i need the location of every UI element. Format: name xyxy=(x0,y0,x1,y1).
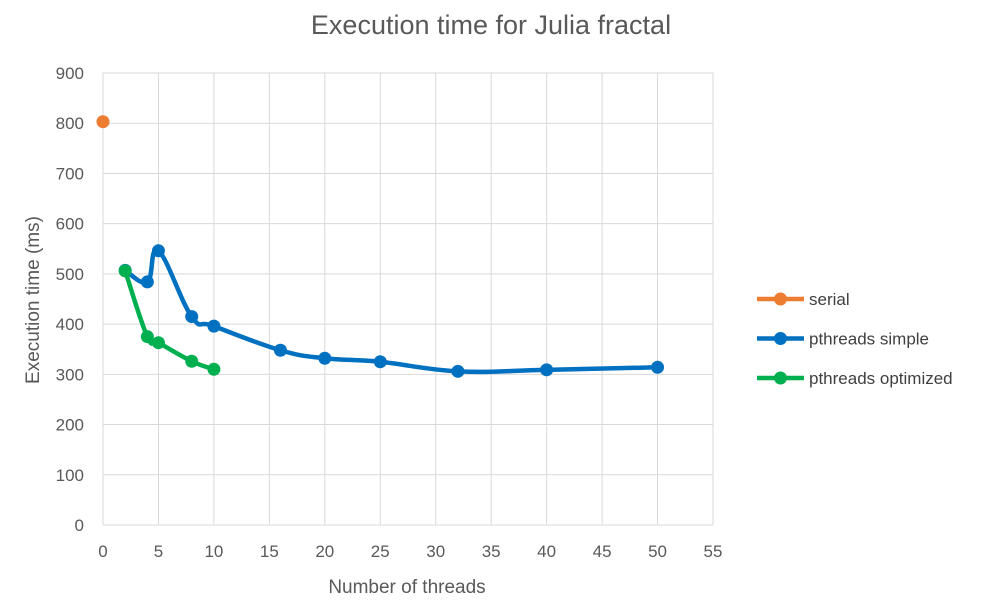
data-point xyxy=(318,351,332,365)
legend-swatch-marker xyxy=(774,292,787,306)
x-tick-label: 10 xyxy=(204,542,223,561)
axes: 0 100 200 300 400 500 600 700 800 900 0 5 10 15 20 25 30… xyxy=(56,64,723,561)
x-tick-label: 25 xyxy=(371,542,390,561)
data-point xyxy=(151,244,165,258)
y-tick-label: 300 xyxy=(56,365,84,384)
series-pthreads-optimized xyxy=(118,264,221,376)
legend-label: pthreads simple xyxy=(809,330,929,349)
x-tick-label: 55 xyxy=(704,542,723,561)
chart-title: Execution time for Julia fractal xyxy=(311,10,671,40)
series-line-pthreads-simple xyxy=(122,247,660,375)
legend-item-pthreads-optimized: pthreads optimized xyxy=(757,369,953,388)
data-point xyxy=(540,363,554,377)
legend-swatch-marker xyxy=(774,332,787,345)
y-tick-label: 500 xyxy=(56,265,84,284)
y-axis-title: Execution time (ms) xyxy=(23,216,44,384)
legend-item-pthreads-simple: pthreads simple xyxy=(757,330,929,349)
data-point xyxy=(96,115,110,129)
x-tick-label: 30 xyxy=(426,542,445,561)
x-tick-label: 0 xyxy=(98,542,107,561)
data-point xyxy=(273,343,287,357)
y-tick-label: 100 xyxy=(56,466,84,485)
data-point xyxy=(140,330,154,344)
legend-item-serial: serial xyxy=(757,290,850,309)
x-tick-label: 15 xyxy=(260,542,279,561)
data-point xyxy=(185,354,199,368)
gridlines xyxy=(102,72,714,526)
y-tick-label: 900 xyxy=(56,64,84,83)
x-tick-label: 5 xyxy=(154,542,163,561)
data-point xyxy=(373,355,387,369)
y-tick-label: 400 xyxy=(56,315,84,334)
data-point xyxy=(207,362,221,376)
legend-label: pthreads optimized xyxy=(809,369,953,388)
series-line-pthreads-optimized xyxy=(122,268,217,372)
x-axis-title: Number of threads xyxy=(328,577,485,598)
legend-swatch-marker xyxy=(774,371,787,385)
y-tick-label: 800 xyxy=(56,114,84,133)
y-tick-label: 0 xyxy=(75,516,84,535)
x-tick-label: 20 xyxy=(315,542,334,561)
x-tick-label: 45 xyxy=(593,542,612,561)
x-tick-label: 40 xyxy=(537,542,556,561)
y-tick-label: 200 xyxy=(56,416,84,435)
legend: serial pthreads simple pthreads optimized xyxy=(757,290,953,388)
data-point xyxy=(140,275,154,289)
data-point xyxy=(185,310,199,324)
series-pthreads-simple xyxy=(118,244,665,378)
data-point xyxy=(651,360,665,374)
y-tick-label: 600 xyxy=(56,215,84,234)
data-point xyxy=(118,264,132,278)
data-point xyxy=(151,336,165,350)
y-tick-label: 700 xyxy=(56,164,84,183)
data-point xyxy=(207,319,221,333)
x-tick-label: 35 xyxy=(482,542,501,561)
series-layer xyxy=(96,115,665,378)
x-tick-label: 50 xyxy=(648,542,667,561)
legend-label: serial xyxy=(809,290,850,309)
series-serial xyxy=(96,115,110,129)
data-point xyxy=(451,364,465,378)
